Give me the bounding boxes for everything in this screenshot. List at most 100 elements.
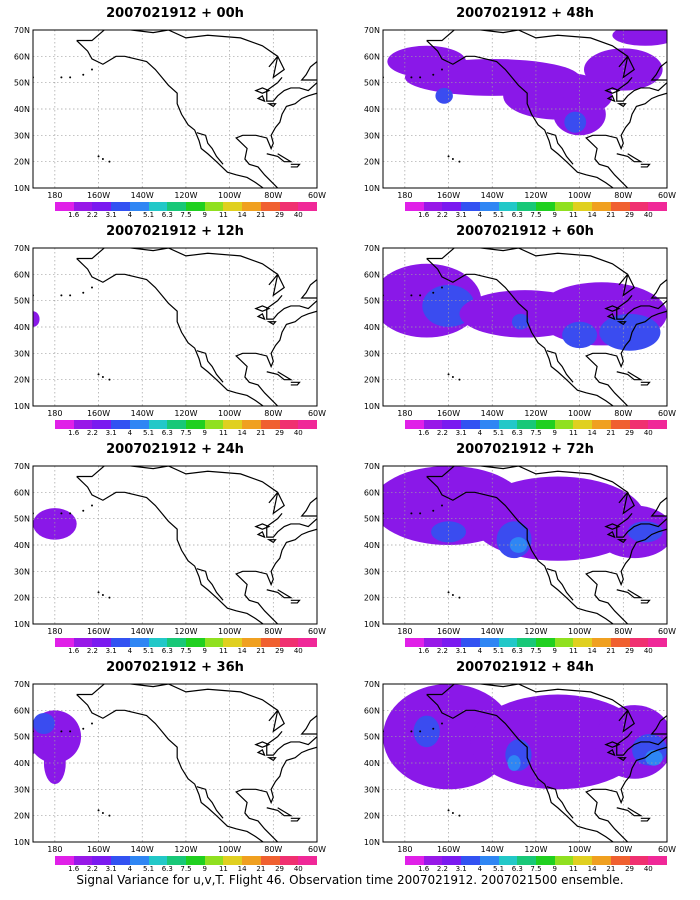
colorbar-label: 6.3 [511, 865, 523, 873]
coastline [616, 807, 643, 817]
colorbar [55, 856, 318, 865]
colorbar-swatch [92, 638, 112, 647]
variance-region [33, 729, 44, 755]
panel-title: 2007021912 + 84h [456, 660, 594, 675]
island [458, 160, 461, 163]
latitude-label: 20N [14, 158, 30, 167]
panel-title: 2007021912 + 12h [106, 224, 244, 239]
lake-outline [616, 757, 627, 762]
colorbar [55, 420, 318, 429]
coastline [616, 731, 667, 756]
coastline [616, 295, 667, 320]
colorbar-swatch [73, 202, 93, 211]
colorbar-swatch [554, 856, 574, 865]
colorbar-swatch [73, 420, 93, 429]
colorbar-label: 5.1 [492, 647, 505, 655]
latitude-label: 30N [14, 785, 30, 794]
colorbar-swatch [242, 856, 261, 865]
colorbar-swatch [186, 420, 205, 429]
colorbar-label: 2.2 [86, 429, 98, 437]
colorbar-label: 21 [606, 429, 616, 437]
island [440, 722, 443, 725]
lake-outline [616, 321, 627, 326]
coastlines [383, 248, 667, 406]
colorbar-swatch [517, 856, 537, 865]
longitude-label: 140W [131, 627, 154, 636]
lake-outline [266, 321, 277, 326]
latitude-label: 50N [364, 515, 380, 524]
longitude-label: 60W [658, 845, 676, 854]
variance-region [413, 715, 440, 748]
coastline [196, 350, 224, 383]
longitude-label: 100W [218, 627, 241, 636]
colorbar-label: 1.6 [418, 429, 430, 437]
colorbar-swatch [298, 420, 318, 429]
longitude-label: 100W [218, 409, 241, 418]
colorbar [405, 420, 668, 429]
longitude-label: 60W [658, 191, 676, 200]
coastline [616, 513, 667, 538]
coastline [426, 684, 635, 733]
coastline [266, 77, 317, 102]
lake-outline [266, 539, 277, 544]
colorbar-swatch [55, 202, 74, 211]
colorbar-label: 14 [237, 865, 247, 873]
longitude-label: 60W [658, 627, 676, 636]
island [410, 512, 413, 515]
colorbar-swatch [260, 202, 280, 211]
lake-outline [256, 748, 266, 757]
colorbar-swatch [479, 856, 499, 865]
colorbar-swatch [279, 420, 299, 429]
latitude-label: 60N [364, 270, 380, 279]
colorbar-label: 40 [293, 429, 303, 437]
colorbar-swatch [573, 856, 593, 865]
colorbar-label: 7.5 [180, 865, 192, 873]
latitude-label: 50N [14, 515, 30, 524]
latitude-label: 70N [364, 26, 380, 35]
coastline [640, 817, 651, 822]
latitude-label: 60N [14, 52, 30, 61]
latitude-label: 40N [364, 759, 380, 768]
colorbar-label: 4 [127, 865, 133, 873]
coastline [76, 40, 265, 188]
colorbar-label: 4 [477, 211, 483, 219]
longitude-label: 60W [308, 845, 326, 854]
colorbar-swatch [279, 202, 299, 211]
colorbar-swatch [498, 856, 518, 865]
colorbar-swatch [405, 638, 424, 647]
colorbar-label: 11 [218, 865, 228, 873]
colorbar-swatch [423, 638, 443, 647]
lake-outline [256, 312, 266, 321]
colorbar-label: 7.5 [530, 211, 542, 219]
lake-outline [254, 305, 271, 312]
latitude-label: 70N [14, 244, 30, 253]
coastline [76, 258, 265, 406]
colorbar-swatch [479, 420, 499, 429]
colorbar-label: 40 [643, 865, 653, 873]
coastlines [383, 30, 667, 188]
island [451, 812, 454, 815]
signal-variance-shading [33, 311, 40, 327]
colorbar-label: 6.3 [511, 211, 523, 219]
map-panel: 2007021912 + 60h 70N 60N 50N 40N 30N 20N 10N 180… [350, 218, 700, 437]
colorbar-label: 4 [477, 647, 483, 655]
map-frame [382, 465, 668, 625]
lake-outline [604, 741, 621, 748]
colorbar-label: 1.6 [68, 865, 80, 873]
colorbar-label: 3.1 [105, 647, 117, 655]
colorbar-label: 21 [256, 211, 266, 219]
island [108, 160, 111, 163]
colorbar-label: 29 [625, 211, 635, 219]
colorbar-swatch [167, 638, 187, 647]
colorbar-swatch [92, 856, 112, 865]
longitude-label: 100W [568, 627, 591, 636]
colorbar-swatch [629, 420, 649, 429]
island [82, 727, 85, 730]
latitude-label: 60N [364, 52, 380, 61]
colorbar-swatch [223, 856, 243, 865]
coastline [266, 153, 293, 163]
island [410, 294, 413, 297]
coastline [300, 61, 317, 81]
colorbar-swatch [111, 856, 130, 865]
coastline [235, 92, 317, 188]
